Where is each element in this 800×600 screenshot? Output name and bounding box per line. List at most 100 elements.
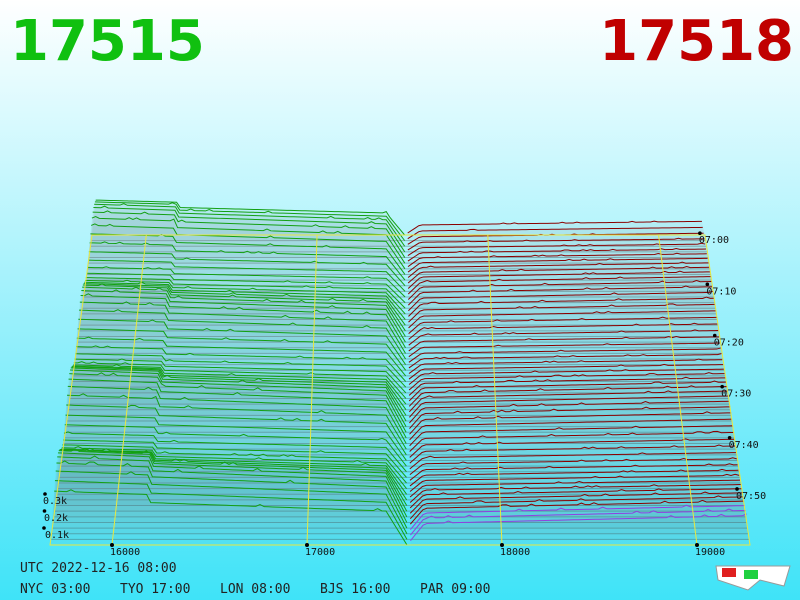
bid-depth-line (73, 364, 407, 405)
bid-area (72, 337, 406, 376)
bid-area (69, 364, 406, 405)
glasses-icon[interactable] (715, 565, 791, 591)
bid-depth-line (85, 279, 406, 315)
bid-depth-line (70, 367, 407, 422)
bid-depth-line (82, 283, 406, 332)
ask-depth-line (408, 336, 719, 352)
zone-time: TYO 17:00 (120, 582, 190, 597)
ask-depth-line (407, 266, 710, 284)
ask-depth-line (409, 430, 734, 452)
ask-area (408, 291, 717, 314)
ask-depth-line (409, 495, 744, 520)
ask-depth-line (408, 353, 722, 369)
price-label: 19000 (695, 547, 725, 558)
bid-area (67, 366, 407, 416)
bid-depth-line (78, 318, 407, 365)
depth-label: 0.1k (45, 530, 69, 541)
ask-depth-line (409, 484, 741, 503)
bid-depth-line (69, 372, 407, 433)
bid-depth-line (75, 353, 407, 388)
bid-depth-line (84, 281, 406, 320)
bid-area (64, 379, 407, 438)
bid-depth-line (59, 449, 408, 506)
bid-depth-line (61, 446, 407, 489)
ask-depth-line (409, 438, 735, 458)
ask-area (407, 233, 707, 247)
ask-depth-line (407, 252, 707, 268)
zone-time: PAR 09:00 (420, 582, 490, 597)
time-tick (712, 333, 717, 338)
bid-area (78, 287, 406, 337)
ask-depth-line (408, 390, 728, 413)
bid-depth-line (80, 293, 406, 348)
ask-depth-line (409, 499, 745, 525)
ask-depth-line (410, 504, 745, 530)
ask-depth-line (408, 376, 726, 396)
bid-depth-line (67, 393, 407, 450)
bid-depth-line (71, 366, 407, 416)
utc-time: UTC 2022-12-16 08:00 (20, 561, 177, 576)
price-tick (500, 543, 504, 547)
bid-area (86, 233, 405, 275)
ask-depth-line (408, 303, 715, 323)
bid-depth-line (60, 447, 408, 495)
bid-depth-line (58, 448, 408, 512)
ask-area (410, 513, 750, 545)
ask-price: 17518 (599, 9, 794, 74)
ask-depth-line (407, 242, 706, 256)
ask-depth-line (408, 296, 715, 317)
price-tick (695, 543, 699, 547)
ask-depth-line (409, 444, 736, 464)
bid-depth-line (56, 460, 408, 529)
bid-area (50, 480, 407, 540)
bid-depth-line (66, 404, 407, 456)
ask-depth-line (409, 406, 731, 429)
ask-area (408, 303, 719, 326)
ask-depth-line (409, 473, 740, 492)
bid-depth-line (76, 345, 407, 382)
zone-time: LON 08:00 (220, 582, 290, 597)
ask-depth-line (408, 290, 714, 312)
ask-depth-line (408, 285, 713, 306)
depth-label: 0.2k (44, 513, 68, 524)
bid-area (74, 319, 406, 365)
price-grid-line (111, 234, 147, 546)
bid-depth-line (77, 328, 407, 371)
bid-depth-line (83, 283, 406, 326)
ask-depth-line (409, 411, 732, 435)
bid-depth-line (55, 470, 408, 534)
bid-depth-line (67, 385, 407, 444)
ask-depth-line (408, 363, 724, 380)
price-label: 16000 (110, 547, 140, 558)
ask-depth-line (409, 491, 743, 514)
bid-depth-line (88, 259, 406, 292)
time-label: 07:40 (729, 440, 759, 451)
bid-depth-line (86, 272, 406, 303)
price-label: 17000 (305, 547, 335, 558)
ask-depth-line (410, 508, 746, 536)
red-lens (722, 568, 736, 577)
bid-depth-line (62, 444, 407, 484)
green-lens (744, 570, 758, 579)
bid-price: 17515 (10, 9, 205, 74)
bid-area (63, 386, 407, 444)
ask-depth-line (407, 257, 708, 273)
bid-area (50, 489, 407, 545)
bid-area (56, 448, 407, 495)
ask-depth-line (407, 276, 711, 295)
ask-depth-line (409, 457, 737, 476)
bid-depth-line (73, 361, 407, 399)
ask-area (409, 369, 728, 388)
price-tick (305, 543, 309, 547)
price-tick (110, 543, 114, 547)
ask-area (409, 452, 740, 472)
zone-time: NYC 03:00 (20, 582, 90, 597)
bid-depth-line (68, 378, 407, 439)
ask-depth-line (408, 385, 728, 407)
price-grid-line (487, 234, 503, 546)
time-label: 07:30 (721, 389, 751, 400)
bid-area (72, 345, 406, 382)
ask-depth-line (408, 316, 717, 335)
bid-area (51, 471, 407, 534)
